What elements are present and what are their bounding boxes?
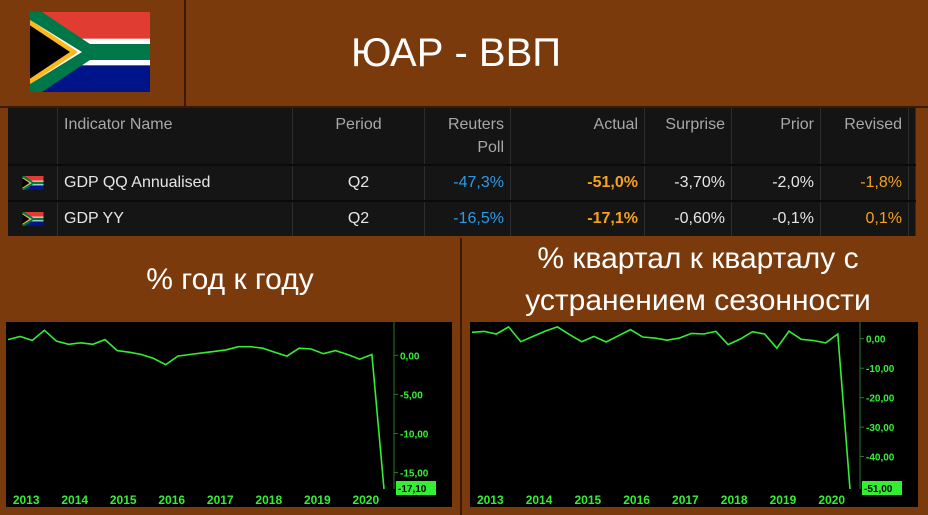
qoq-x-tick-label: 2019	[770, 493, 797, 507]
yoy-x-tick-label: 2017	[207, 493, 234, 507]
south-africa-flag-icon	[30, 12, 150, 92]
qoq-y-tick-label: -30,00	[866, 423, 895, 434]
actual-value: -51,0%	[511, 166, 645, 200]
surprise-value: -0,60%	[645, 202, 732, 236]
header-period[interactable]: Period	[293, 108, 425, 164]
header-indicator-name[interactable]: Indicator Name	[58, 108, 293, 164]
yoy-y-tick-label: -10,00	[400, 429, 429, 440]
row-spacer	[909, 202, 916, 236]
qoq-chart: 0,00 -10,00 -20,00 -30,00 -40,00 2013 2014 2015…	[470, 322, 918, 507]
period-value: Q2	[293, 166, 425, 200]
qoq-x-tick-label: 2020	[818, 493, 845, 507]
right-chart-title: % квартал к кварталу с устранением сезон…	[525, 242, 871, 317]
yoy-x-tick-label: 2013	[13, 493, 40, 507]
yoy-y-tick-label: -15,00	[400, 469, 429, 480]
qoq-y-tick-label: -10,00	[866, 364, 895, 375]
qoq-x-tick-label: 2014	[526, 493, 553, 507]
header-surprise[interactable]: Surprise	[645, 108, 732, 164]
yoy-chart: 0,00 -5,00 -10,00 -15,00 2013 2014 2015 2016 201…	[6, 322, 452, 507]
header-spacer	[909, 108, 916, 164]
qoq-last-value-badge	[862, 481, 902, 495]
qoq-x-tick-label: 2018	[721, 493, 748, 507]
yoy-x-tick-label: 2018	[255, 493, 282, 507]
header-flag-cell	[8, 108, 58, 164]
poll-value: -16,5%	[425, 202, 511, 236]
header-prior[interactable]: Prior	[732, 108, 821, 164]
page-title: ЮАР - ВВП	[350, 30, 562, 75]
yoy-y-tick-label: 0,00	[400, 351, 420, 362]
qoq-chart-svg: 0,00 -10,00 -20,00 -30,00 -40,00 2013 2014 2015…	[471, 322, 902, 507]
revised-value: -1,8%	[821, 166, 909, 200]
yoy-x-tick-label: 2015	[110, 493, 137, 507]
qoq-x-tick-label: 2016	[623, 493, 650, 507]
prior-value: -0,1%	[732, 202, 821, 236]
row-flag-cell	[8, 166, 58, 200]
header-reuters-poll[interactable]: Reuters Poll	[425, 108, 511, 164]
south-africa-flag-icon	[22, 176, 43, 190]
qoq-x-tick-label: 2013	[477, 493, 504, 507]
table-row[interactable]: GDP QQ Annualised Q2 -47,3% -51,0% -3,70…	[8, 166, 916, 200]
poll-value: -47,3%	[425, 166, 511, 200]
yoy-last-value-label: -17,10	[398, 484, 427, 495]
south-africa-flag-icon	[22, 212, 43, 226]
revised-value: 0,1%	[821, 202, 909, 236]
qoq-last-value-label: -51,00	[864, 484, 893, 495]
yoy-x-tick-label: 2019	[304, 493, 331, 507]
yoy-x-tick-label: 2014	[61, 493, 88, 507]
qoq-series-line	[471, 325, 851, 490]
indicator-table: Indicator Name Period Reuters Poll Actua…	[8, 108, 916, 236]
indicator-name: GDP YY	[58, 202, 293, 236]
panel-divider	[460, 238, 462, 515]
indicator-name: GDP QQ Annualised	[58, 166, 293, 200]
yoy-last-value-badge	[396, 481, 436, 495]
header: ЮАР - ВВП	[0, 0, 928, 108]
yoy-x-tick-label: 2016	[158, 493, 185, 507]
surprise-value: -3,70%	[645, 166, 732, 200]
row-flag-cell	[8, 202, 58, 236]
qoq-y-tick-label: 0,00	[866, 335, 886, 346]
yoy-chart-svg: 0,00 -5,00 -10,00 -15,00 2013 2014 2015 2016 201…	[7, 322, 436, 507]
qoq-x-tick-label: 2017	[672, 493, 699, 507]
prior-value: -2,0%	[732, 166, 821, 200]
period-value: Q2	[293, 202, 425, 236]
qoq-x-tick-label: 2015	[574, 493, 601, 507]
qoq-y-tick-label: -40,00	[866, 453, 895, 464]
row-spacer	[909, 166, 916, 200]
qoq-y-tick-label: -20,00	[866, 394, 895, 405]
left-chart-title: % год к году	[146, 263, 314, 296]
yoy-x-tick-label: 2020	[352, 493, 379, 507]
yoy-series-line	[7, 329, 385, 490]
flag-box	[0, 0, 186, 106]
table-row[interactable]: GDP YY Q2 -16,5% -17,1% -0,60% -0,1% 0,1…	[8, 202, 916, 236]
actual-value: -17,1%	[511, 202, 645, 236]
header-actual[interactable]: Actual	[511, 108, 645, 164]
yoy-y-tick-label: -5,00	[400, 390, 423, 401]
header-revised[interactable]: Revised	[821, 108, 909, 164]
table-header-row: Indicator Name Period Reuters Poll Actua…	[8, 108, 916, 164]
